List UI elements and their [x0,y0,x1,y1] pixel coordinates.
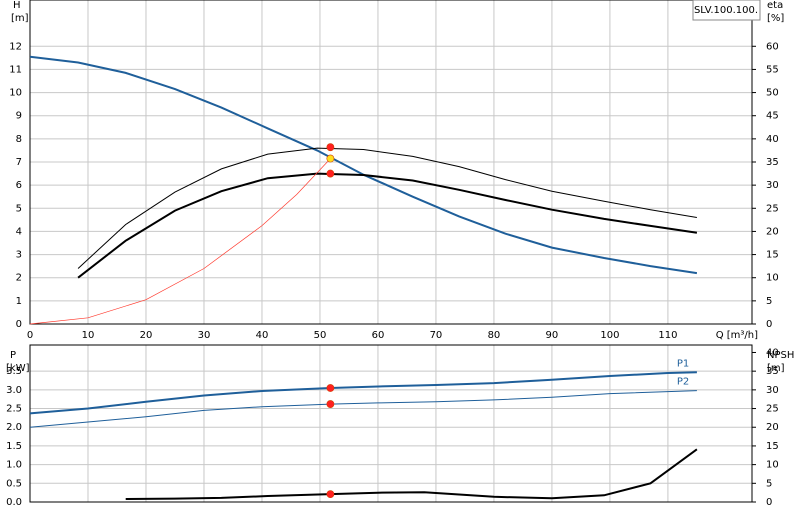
y2-tick-label: 30 [766,385,779,396]
y-label: H [13,0,21,11]
y-tick-label: 2.5 [6,404,22,415]
curve [29,55,698,275]
curve [77,172,698,279]
y2-tick-label: 60 [766,41,779,52]
y2-tick-label: 20 [766,422,779,433]
operating-point [326,384,335,392]
y2-tick-label: 5 [766,296,772,307]
y-tick-label: 9 [16,111,22,122]
y-unit: [kW] [6,363,30,374]
y-tick-label: 0 [16,319,22,330]
y2-tick-label: 35 [766,157,779,168]
x-label: Q [m³/h] [716,330,758,341]
x-tick-label: 110 [658,330,677,341]
y-tick-label: 5 [16,203,22,214]
y-tick-label: 2 [16,273,22,284]
y2-tick-label: 20 [766,226,779,237]
y2-unit: [%] [767,13,784,24]
y-tick-label: 10 [9,88,22,99]
y-tick-label: 1.0 [6,460,22,471]
x-tick-label: 60 [372,330,385,341]
y2-label: NPSH [767,350,794,361]
plot-frame [29,0,753,325]
curve [29,157,332,325]
y2-tick-label: 40 [766,347,779,358]
y-tick-label: 1 [16,296,22,307]
y2-tick-label: 35 [766,366,779,377]
y2-tick-label: 5 [766,478,772,489]
y-unit: [m] [11,13,29,24]
y-tick-label: 0.0 [6,497,22,508]
y2-tick-label: 0 [766,319,772,330]
x-tick-label: 40 [256,330,269,341]
y-tick-label: 12 [9,41,22,52]
curve [77,147,697,269]
x-tick-label: 90 [546,330,559,341]
x-tick-label: 70 [430,330,443,341]
y-tick-label: 3.0 [6,385,22,396]
curve [29,390,697,428]
y2-tick-label: 10 [766,460,779,471]
curve-label: P1 [677,358,689,369]
y2-tick-label: 55 [766,64,779,75]
y2-tick-label: 25 [766,203,779,214]
operating-point [326,154,335,163]
y2-tick-label: 15 [766,441,779,452]
y2-tick-label: 0 [766,497,772,508]
x-tick-label: 0 [27,330,33,341]
y-tick-label: 11 [9,64,22,75]
y2-tick-label: 40 [766,134,779,145]
plot-frame [29,344,753,503]
x-tick-label: 100 [600,330,619,341]
y-label: P [10,350,16,361]
y-tick-label: 0.5 [6,478,22,489]
y-tick-label: 3 [16,250,22,261]
x-tick-label: 30 [198,330,211,341]
y2-tick-label: 30 [766,180,779,191]
y2-label: eta [767,0,783,11]
operating-point [326,490,335,499]
annotation: SLV.100.100. [694,5,758,16]
operating-point [326,400,335,408]
x-tick-label: 50 [314,330,327,341]
y-tick-label: 1.5 [6,441,22,452]
y-tick-label: 7 [16,157,22,168]
operating-point [326,169,335,178]
x-tick-label: 10 [82,330,95,341]
curve [29,371,697,415]
y-tick-label: 2.0 [6,422,22,433]
y2-tick-label: 10 [766,273,779,284]
y2-tick-label: 25 [766,404,779,415]
operating-point [326,143,335,152]
x-tick-label: 20 [140,330,153,341]
y2-tick-label: 50 [766,88,779,99]
y-tick-label: 6 [16,180,22,191]
y2-unit: [m] [767,363,785,374]
curve [125,448,698,500]
annotation-box [692,0,761,21]
y-tick-label: 8 [16,134,22,145]
x-tick-label: 80 [488,330,501,341]
y2-tick-label: 45 [766,111,779,122]
y-tick-label: 4 [16,226,22,237]
y2-tick-label: 15 [766,250,779,261]
y-tick-label: 3.5 [6,366,22,377]
curve-label: P2 [677,377,689,388]
